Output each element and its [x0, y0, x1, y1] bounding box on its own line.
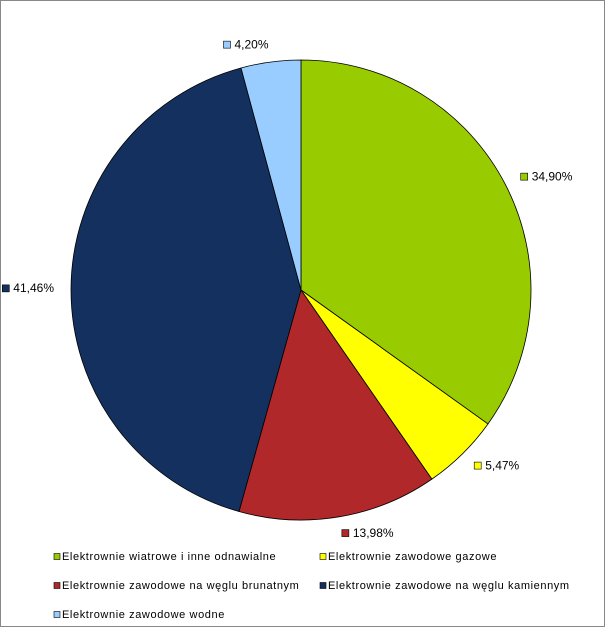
data-label: 5,47% [485, 458, 519, 472]
pie-slice [238, 289, 433, 521]
legend-marker [53, 582, 61, 589]
pie-slice [70, 67, 302, 512]
label-marker [223, 40, 231, 49]
legend-label: Elektrownie zawodowe gazowe [328, 551, 497, 563]
legend-label: Elektrownie zawodowe na węglu kamiennym [328, 580, 570, 592]
legend-marker [53, 611, 61, 618]
label-marker [520, 172, 529, 181]
data-label: 41,46% [13, 281, 54, 295]
pie-slice [240, 59, 302, 291]
legend-marker [319, 553, 327, 560]
label-marker [1, 284, 10, 293]
legend-label: Elektrownie zawodowe na węglu brunatnym [62, 580, 299, 592]
data-label: 4,20% [234, 37, 268, 51]
legend-label: Elektrownie zawodowe wodne [62, 609, 225, 621]
label-marker [473, 461, 482, 470]
data-label: 34,90% [532, 169, 573, 183]
legend-marker [319, 582, 327, 589]
pie-slice [300, 59, 532, 425]
label-marker [341, 529, 350, 537]
legend-marker [53, 553, 61, 560]
legend-label: Elektrownie wiatrowe i inne odnawialne [62, 551, 276, 563]
data-label: 13,98% [353, 526, 394, 540]
